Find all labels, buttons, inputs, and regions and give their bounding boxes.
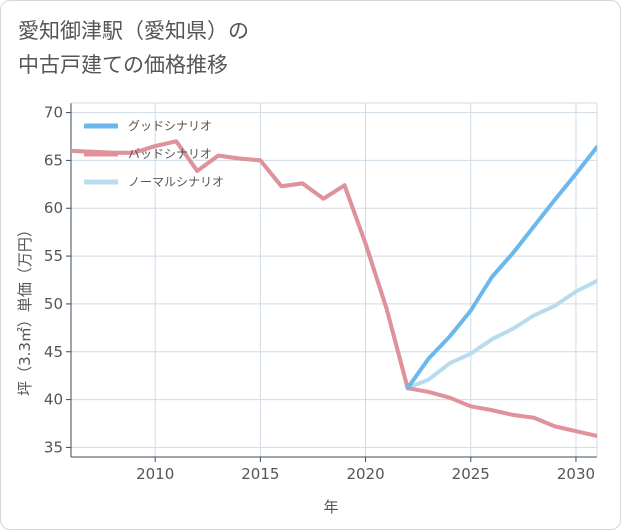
y-axis-label: 坪（3.3㎡）単価（万円） — [16, 222, 34, 396]
y-tick-label: 40 — [44, 391, 63, 409]
chart-title-line2: 中古戸建ての価格推移 — [18, 53, 228, 77]
y-tick-label: 50 — [44, 295, 63, 313]
x-tick-label: 2015 — [241, 465, 279, 483]
legend-label-good: グッドシナリオ — [128, 119, 212, 133]
x-tick-label: 2020 — [346, 465, 384, 483]
series-line-good — [405, 145, 597, 391]
x-tick-label: 2025 — [452, 465, 490, 483]
y-tick-label: 65 — [44, 151, 63, 169]
x-tick-label: 2030 — [557, 465, 595, 483]
chart-title: 愛知御津駅（愛知県）の 中古戸建ての価格推移 — [18, 14, 249, 82]
y-tick-label: 70 — [44, 104, 63, 122]
series-lines — [71, 139, 597, 438]
y-tick-label: 35 — [44, 438, 63, 456]
y-tick-label: 60 — [44, 199, 63, 217]
x-tick-label: 2010 — [136, 465, 174, 483]
legend-label-bad: バッドシナリオ — [128, 147, 212, 161]
x-axis-label: 年 — [323, 498, 338, 516]
legend-label-normal: ノーマルシナリオ — [128, 175, 224, 189]
y-tick-label: 45 — [44, 343, 63, 361]
chart-title-line1: 愛知御津駅（愛知県）の — [18, 19, 249, 43]
series-line-bad — [71, 139, 597, 438]
y-tick-label: 55 — [44, 247, 63, 265]
axes: 35 40 45 50 55 60 65 70 2010 2015 2020 2025 2030 — [44, 102, 598, 483]
grid — [71, 103, 597, 457]
